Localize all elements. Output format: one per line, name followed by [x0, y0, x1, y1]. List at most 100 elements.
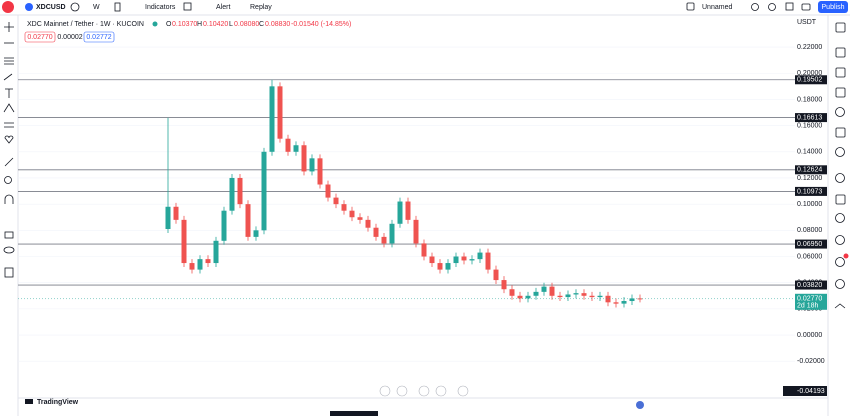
- status-dot: [152, 21, 158, 27]
- indicators[interactable]: Indicators: [145, 4, 176, 11]
- fib-tool[interactable]: [4, 57, 14, 65]
- measure-tool[interactable]: [4, 157, 14, 167]
- scroll-right[interactable]: [435, 385, 447, 397]
- ask[interactable]: 0.02772: [86, 34, 111, 41]
- price-label-box: [795, 165, 827, 175]
- signals[interactable]: [835, 213, 845, 223]
- badge: [843, 253, 849, 259]
- notifications[interactable]: [835, 279, 845, 289]
- y-tick-label: 0.00000: [797, 332, 822, 339]
- candle-body: [589, 295, 595, 298]
- lock-tool[interactable]: [4, 231, 14, 239]
- bid[interactable]: 0.02770: [27, 34, 52, 41]
- y-tick-label: 0.22000: [797, 44, 822, 51]
- layout-name[interactable]: Unnamed: [702, 4, 732, 11]
- watchlist[interactable]: [835, 22, 846, 33]
- candle-body: [557, 295, 563, 298]
- candle-body: [293, 145, 299, 152]
- settings[interactable]: [768, 3, 776, 11]
- alerts[interactable]: [835, 47, 846, 58]
- publish-button[interactable]: [818, 1, 848, 13]
- legend-open: 0.10370: [172, 21, 197, 28]
- notes[interactable]: [835, 127, 846, 138]
- candle-body: [333, 197, 339, 205]
- interval[interactable]: W: [93, 4, 100, 11]
- avatar[interactable]: [2, 1, 14, 13]
- y-tick-label: 0.16000: [797, 122, 822, 129]
- legend-change: -0.01540 (-14.85%): [291, 21, 351, 28]
- cross-tool[interactable]: [4, 22, 14, 32]
- candle-body: [237, 177, 243, 205]
- text-tool[interactable]: [5, 88, 13, 98]
- cursor-price-box: [783, 386, 827, 396]
- candle-body: [205, 259, 211, 264]
- price-label: 0.10973: [797, 188, 822, 195]
- data-window[interactable]: [835, 67, 846, 78]
- calendar[interactable]: [835, 107, 845, 117]
- search[interactable]: [751, 3, 759, 11]
- trash-tool[interactable]: [4, 267, 14, 278]
- currency[interactable]: USDT: [797, 19, 817, 26]
- candle-body: [189, 263, 195, 270]
- publish-label[interactable]: Publish: [822, 4, 845, 11]
- candle-body: [221, 210, 227, 241]
- candle-body: [397, 201, 403, 224]
- collapse[interactable]: [834, 303, 846, 309]
- templates[interactable]: [183, 2, 192, 11]
- price-label-box: [795, 280, 827, 290]
- pattern-tool[interactable]: [3, 103, 15, 113]
- news[interactable]: [835, 87, 846, 98]
- price-label-box: [795, 186, 827, 196]
- candle-body: [165, 206, 171, 230]
- magnet-tool[interactable]: [4, 194, 14, 204]
- zoom-tool[interactable]: [4, 176, 12, 184]
- candle-body: [421, 243, 427, 257]
- symbol-icon: [25, 3, 33, 11]
- candle-body: [501, 280, 507, 290]
- candle-body: [573, 293, 579, 295]
- zoom-out[interactable]: [379, 385, 391, 397]
- spread: 0.00002: [57, 34, 82, 41]
- layout-icon[interactable]: [686, 2, 695, 11]
- candle-body: [541, 286, 547, 292]
- snapshot[interactable]: [801, 3, 811, 11]
- symbol[interactable]: XDCUSD: [36, 4, 66, 11]
- visibility-tool[interactable]: [3, 246, 15, 254]
- replay[interactable]: Replay: [250, 4, 272, 11]
- candle-body: [365, 219, 371, 228]
- price-label: 0.19502: [797, 77, 822, 84]
- candle-body: [357, 217, 363, 220]
- price-label: 0.03820: [797, 282, 822, 289]
- candle-body: [493, 269, 499, 281]
- broadcast[interactable]: [835, 257, 845, 267]
- y-tick-label: 0.14000: [797, 149, 822, 156]
- candle-body: [245, 204, 251, 237]
- help[interactable]: [835, 235, 845, 245]
- forecast-tool[interactable]: [4, 122, 14, 128]
- ideas[interactable]: [835, 147, 845, 157]
- candle-body: [621, 301, 627, 304]
- add-symbol[interactable]: [70, 2, 80, 12]
- brand-logo: [25, 399, 33, 404]
- fullscreen[interactable]: [785, 2, 794, 11]
- brush-tool[interactable]: [3, 73, 13, 81]
- icon-tool[interactable]: [4, 135, 14, 144]
- cursor-price: -0.04193: [797, 388, 825, 395]
- brand: TradingView: [37, 399, 79, 406]
- countdown: 2d 18h: [797, 303, 819, 310]
- alert[interactable]: Alert: [216, 4, 230, 11]
- candle-body: [525, 295, 531, 299]
- candle-body: [613, 302, 619, 304]
- candle-body: [597, 295, 603, 298]
- buy-box[interactable]: [83, 31, 115, 43]
- streams[interactable]: [835, 194, 846, 205]
- sell-box[interactable]: [24, 31, 56, 43]
- chats[interactable]: [835, 173, 845, 183]
- reset[interactable]: [457, 385, 469, 397]
- zoom-in[interactable]: [396, 385, 408, 397]
- chart-type[interactable]: [114, 2, 121, 12]
- right-toolbar: [834, 22, 846, 309]
- plot: 0.22000 0.20000 0.18000 0.16000 0.14000 0.120…: [18, 44, 827, 396]
- scroll-left[interactable]: [418, 385, 430, 397]
- legend-h-label: H: [197, 21, 202, 28]
